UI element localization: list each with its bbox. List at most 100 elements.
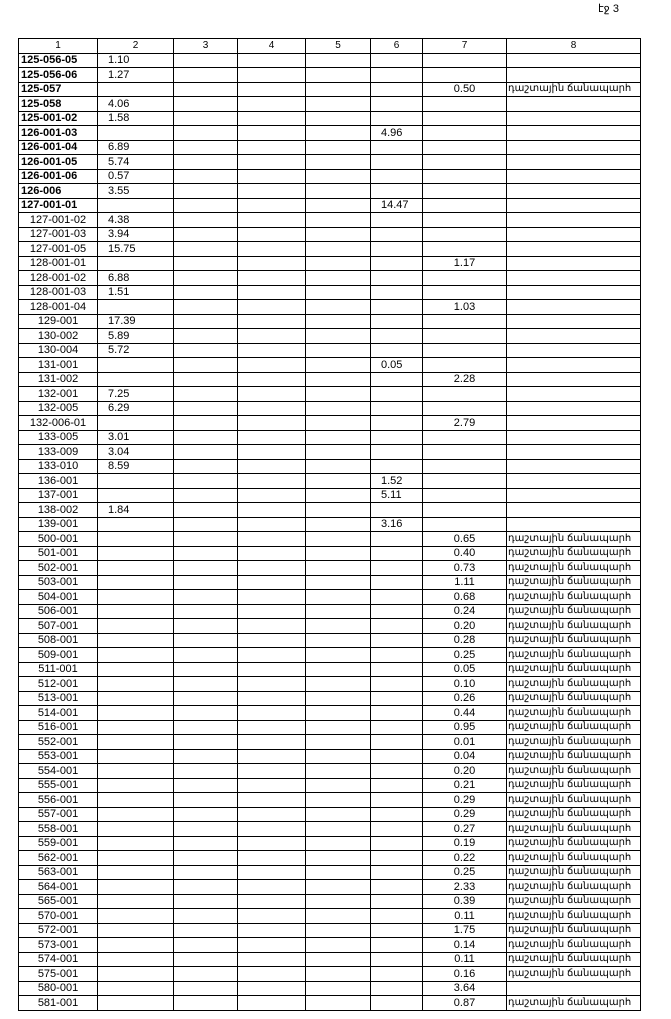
note-cell: դաշտային ճանապարհ — [506, 748, 641, 764]
table-row: 573-001 0.14 դաշտային ճանապարհ — [18, 937, 641, 953]
value-cell-col-5 — [305, 139, 371, 155]
parcel-code-cell: 570-001 — [18, 908, 98, 924]
value-cell-col-6 — [370, 458, 423, 474]
value-cell-col-5 — [305, 647, 371, 663]
table-row: 139-001 3.16 — [18, 516, 641, 532]
table-row: 132-006-01 2.79 — [18, 415, 641, 431]
value-cell-col-4 — [237, 400, 306, 416]
note-cell — [506, 980, 641, 996]
parcel-code-cell: 506-001 — [18, 603, 98, 619]
value-cell-col-3 — [173, 473, 238, 489]
value-cell-col-2 — [97, 589, 174, 605]
value-cell-col-5 — [305, 690, 371, 706]
value-cell-col-4 — [237, 96, 306, 112]
value-cell-col-5 — [305, 806, 371, 822]
note-cell — [506, 284, 641, 300]
parcel-code-cell: 126-001-04 — [18, 139, 98, 155]
value-cell-col-3 — [173, 299, 238, 315]
value-cell-col-7: 0.14 — [422, 937, 507, 953]
table-row: 509-001 0.25 դաշտային ճանապարհ — [18, 647, 641, 663]
value-cell-col-3 — [173, 357, 238, 373]
value-cell-col-5 — [305, 342, 371, 358]
value-cell-col-6 — [370, 226, 423, 242]
value-cell-col-3 — [173, 197, 238, 213]
value-cell-col-2 — [97, 937, 174, 953]
note-cell — [506, 255, 641, 271]
value-cell-col-7: 0.21 — [422, 777, 507, 793]
note-cell: դաշտային ճանապարհ — [506, 81, 641, 97]
value-cell-col-6 — [370, 342, 423, 358]
note-cell: դաշտային ճանապարհ — [506, 835, 641, 851]
value-cell-col-3 — [173, 255, 238, 271]
value-cell-col-3 — [173, 270, 238, 286]
value-cell-col-4 — [237, 125, 306, 141]
value-cell-col-2: 3.01 — [97, 429, 174, 445]
value-cell-col-6 — [370, 705, 423, 721]
column-header-3: 3 — [173, 38, 238, 54]
parcel-code-cell: 125-056-06 — [18, 67, 98, 83]
value-cell-col-5 — [305, 734, 371, 750]
value-cell-col-6 — [370, 255, 423, 271]
note-cell — [506, 502, 641, 518]
value-cell-col-6 — [370, 299, 423, 315]
note-cell — [506, 516, 641, 532]
note-cell — [506, 313, 641, 329]
value-cell-col-3 — [173, 792, 238, 808]
value-cell-col-2: 4.06 — [97, 96, 174, 112]
value-cell-col-4 — [237, 226, 306, 242]
value-cell-col-2 — [97, 995, 174, 1011]
note-cell: դաշտային ճանապարհ — [506, 734, 641, 750]
value-cell-col-6 — [370, 661, 423, 677]
value-cell-col-3 — [173, 81, 238, 97]
value-cell-col-2 — [97, 748, 174, 764]
value-cell-col-6 — [370, 415, 423, 431]
parcel-code-cell: 513-001 — [18, 690, 98, 706]
value-cell-col-5 — [305, 386, 371, 402]
value-cell-col-7: 0.68 — [422, 589, 507, 605]
value-cell-col-6 — [370, 284, 423, 300]
note-cell — [506, 328, 641, 344]
value-cell-col-2 — [97, 922, 174, 938]
value-cell-col-6 — [370, 850, 423, 866]
value-cell-col-6 — [370, 719, 423, 735]
value-cell-col-4 — [237, 676, 306, 692]
note-cell — [506, 429, 641, 445]
value-cell-col-5 — [305, 371, 371, 387]
parcel-code-cell: 130-004 — [18, 342, 98, 358]
value-cell-col-4 — [237, 386, 306, 402]
value-cell-col-5 — [305, 777, 371, 793]
value-cell-col-5 — [305, 502, 371, 518]
table-row: 507-001 0.20 դաշտային ճանապարհ — [18, 618, 641, 634]
value-cell-col-4 — [237, 415, 306, 431]
value-cell-col-5 — [305, 835, 371, 851]
value-cell-col-5 — [305, 429, 371, 445]
value-cell-col-6 — [370, 328, 423, 344]
column-header-1: 1 — [18, 38, 98, 54]
value-cell-col-6 — [370, 212, 423, 228]
value-cell-col-2: 5.89 — [97, 328, 174, 344]
note-cell — [506, 458, 641, 474]
table-row: 562-001 0.22 դաշտային ճանապարհ — [18, 850, 641, 866]
table-row: 128-001-02 6.88 — [18, 270, 641, 286]
value-cell-col-6 — [370, 96, 423, 112]
value-cell-col-7: 1.17 — [422, 255, 507, 271]
value-cell-col-3 — [173, 632, 238, 648]
value-cell-col-4 — [237, 850, 306, 866]
value-cell-col-6 — [370, 139, 423, 155]
value-cell-col-4 — [237, 937, 306, 953]
table-row: 133-005 3.01 — [18, 429, 641, 445]
column-header-8: 8 — [506, 38, 641, 54]
table-row: 516-001 0.95 դաշտային ճանապարհ — [18, 719, 641, 735]
parcel-code-cell: 133-010 — [18, 458, 98, 474]
value-cell-col-4 — [237, 879, 306, 895]
parcel-code-cell: 553-001 — [18, 748, 98, 764]
parcel-code-cell: 512-001 — [18, 676, 98, 692]
value-cell-col-2: 1.84 — [97, 502, 174, 518]
value-cell-col-3 — [173, 342, 238, 358]
table-row: 138-002 1.84 — [18, 502, 641, 518]
value-cell-col-2: 1.58 — [97, 110, 174, 126]
value-cell-col-6 — [370, 400, 423, 416]
value-cell-col-3 — [173, 879, 238, 895]
value-cell-col-7 — [422, 386, 507, 402]
value-cell-col-7 — [422, 212, 507, 228]
